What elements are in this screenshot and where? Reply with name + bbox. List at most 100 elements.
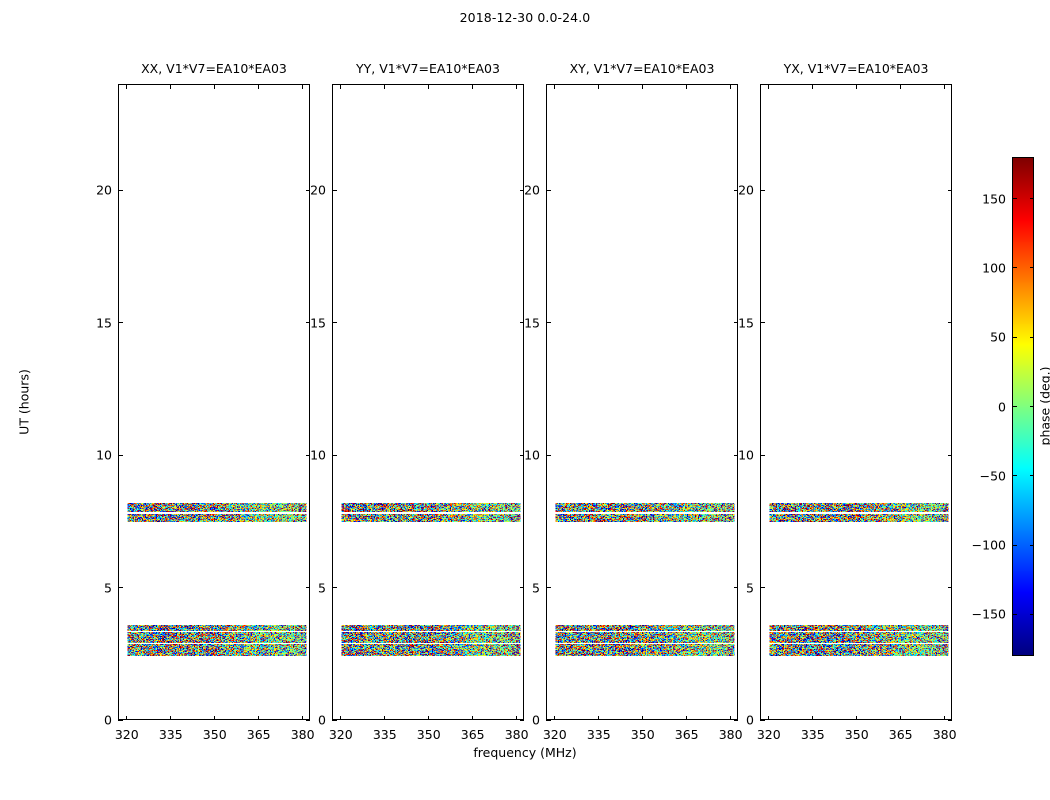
x-tick-top-1-2 [428, 84, 430, 89]
x-tick-top-3-2 [856, 84, 858, 89]
y-tick-right-3-4 [947, 189, 952, 191]
x-tick-top-0-0 [126, 84, 128, 89]
colorbar[interactable]: −150 −100 −50 0 50 100 150 [972, 157, 1034, 656]
y-tick-1-1 [332, 587, 337, 589]
colorbar-tick-label-2: −50 [979, 468, 1006, 484]
panel-yy[interactable] [332, 84, 524, 720]
y-tick-label-0-0: 0 [104, 712, 112, 728]
x-tick-label-0-4: 380 [290, 727, 315, 742]
panel-title-yx: YX, V1*V7=EA10*EA03 [783, 61, 929, 76]
y-tick-label-1-1: 5 [318, 580, 326, 595]
x-tick-2-4 [730, 715, 732, 720]
x-tick-1-0 [340, 715, 342, 720]
x-tick-top-2-0 [554, 84, 556, 89]
y-tick-0-1 [118, 587, 123, 589]
x-tick-1-3 [472, 715, 474, 720]
y-tick-right-1-1 [519, 587, 524, 589]
panel-yx[interactable] [760, 84, 952, 720]
y-tick-3-2 [760, 454, 765, 456]
colorbar-tick-6 [1012, 198, 1017, 200]
x-tick-3-4 [944, 715, 946, 720]
y-axis-label: UT (hours) [16, 369, 32, 435]
x-tick-0-3 [258, 715, 260, 720]
y-tick-label-0-3: 15 [96, 315, 112, 330]
colorbar-tick-label-4: 50 [990, 329, 1006, 345]
x-tick-2-0 [554, 715, 556, 720]
colorbar-tick-4 [1012, 336, 1017, 338]
colorbar-tick-right-2 [1029, 475, 1034, 477]
y-tick-3-3 [760, 322, 765, 324]
x-tick-label-1-4: 380 [504, 727, 529, 742]
x-tick-label-1-0: 320 [328, 727, 353, 742]
y-tick-right-1-3 [519, 322, 524, 324]
panel-xy[interactable] [546, 84, 738, 720]
x-tick-label-2-4: 380 [718, 727, 743, 742]
y-tick-label-0-1: 5 [104, 580, 112, 595]
colorbar-tick-0 [1012, 613, 1017, 615]
y-tick-right-3-0 [947, 719, 952, 721]
y-tick-1-4 [332, 189, 337, 191]
x-tick-top-3-1 [812, 84, 814, 89]
y-tick-0-2 [118, 454, 123, 456]
panel-xx[interactable] [118, 84, 310, 720]
figure-suptitle: 2018-12-30 0.0-24.0 [459, 10, 591, 25]
x-tick-3-2 [856, 715, 858, 720]
x-tick-top-1-4 [516, 84, 518, 89]
x-tick-0-1 [170, 715, 172, 720]
y-tick-right-3-1 [947, 587, 952, 589]
x-tick-top-1-3 [472, 84, 474, 89]
y-tick-1-0 [332, 719, 337, 721]
y-tick-label-2-4: 20 [524, 182, 540, 198]
colorbar-tick-right-4 [1029, 336, 1034, 338]
colorbar-tick-right-3 [1029, 406, 1034, 408]
x-tick-label-1-3: 365 [460, 727, 485, 742]
x-tick-1-1 [384, 715, 386, 720]
y-tick-label-0-2: 10 [96, 447, 112, 463]
colorbar-tick-right-5 [1029, 267, 1034, 269]
colorbar-tick-2 [1012, 475, 1017, 477]
y-tick-label-1-0: 0 [318, 712, 326, 728]
x-tick-label-3-0: 320 [756, 727, 781, 742]
x-tick-top-2-4 [730, 84, 732, 89]
x-tick-label-0-1: 335 [158, 727, 183, 742]
x-tick-0-4 [302, 715, 304, 720]
y-tick-label-1-2: 10 [310, 447, 326, 463]
heatmap-data-yx [761, 85, 951, 719]
y-tick-3-0 [760, 719, 765, 721]
y-tick-right-3-2 [947, 454, 952, 456]
x-tick-top-3-3 [900, 84, 902, 89]
y-tick-right-3-3 [947, 322, 952, 324]
y-tick-label-0-4: 20 [96, 182, 112, 198]
x-tick-label-3-4: 380 [932, 727, 957, 742]
y-tick-right-1-4 [519, 189, 524, 191]
x-tick-top-1-1 [384, 84, 386, 89]
y-tick-right-0-1 [305, 587, 310, 589]
colorbar-tick-right-1 [1029, 544, 1034, 546]
y-tick-3-1 [760, 587, 765, 589]
colorbar-tick-5 [1012, 267, 1017, 269]
y-tick-label-1-4: 20 [310, 182, 326, 198]
x-tick-top-2-1 [598, 84, 600, 89]
colorbar-tick-label-5: 100 [982, 260, 1006, 276]
x-tick-label-2-1: 335 [586, 727, 611, 742]
x-tick-0-2 [214, 715, 216, 720]
x-tick-1-2 [428, 715, 430, 720]
x-tick-top-2-3 [686, 84, 688, 89]
y-tick-right-0-2 [305, 454, 310, 456]
x-tick-label-3-1: 335 [800, 727, 825, 742]
colorbar-tick-right-6 [1029, 198, 1034, 200]
y-tick-0-0 [118, 719, 123, 721]
x-tick-2-3 [686, 715, 688, 720]
y-tick-right-2-1 [733, 587, 738, 589]
y-tick-label-2-2: 10 [524, 447, 540, 463]
y-tick-2-0 [546, 719, 551, 721]
colorbar-tick-right-0 [1029, 613, 1034, 615]
colorbar-tick-label-1: −100 [971, 537, 1006, 553]
x-tick-label-2-2: 350 [630, 727, 655, 742]
x-tick-top-0-1 [170, 84, 172, 89]
y-tick-right-2-2 [733, 454, 738, 456]
heatmap-data-xy [547, 85, 737, 719]
x-tick-label-2-0: 320 [542, 727, 567, 742]
x-tick-1-4 [516, 715, 518, 720]
x-tick-label-0-2: 350 [202, 727, 227, 742]
